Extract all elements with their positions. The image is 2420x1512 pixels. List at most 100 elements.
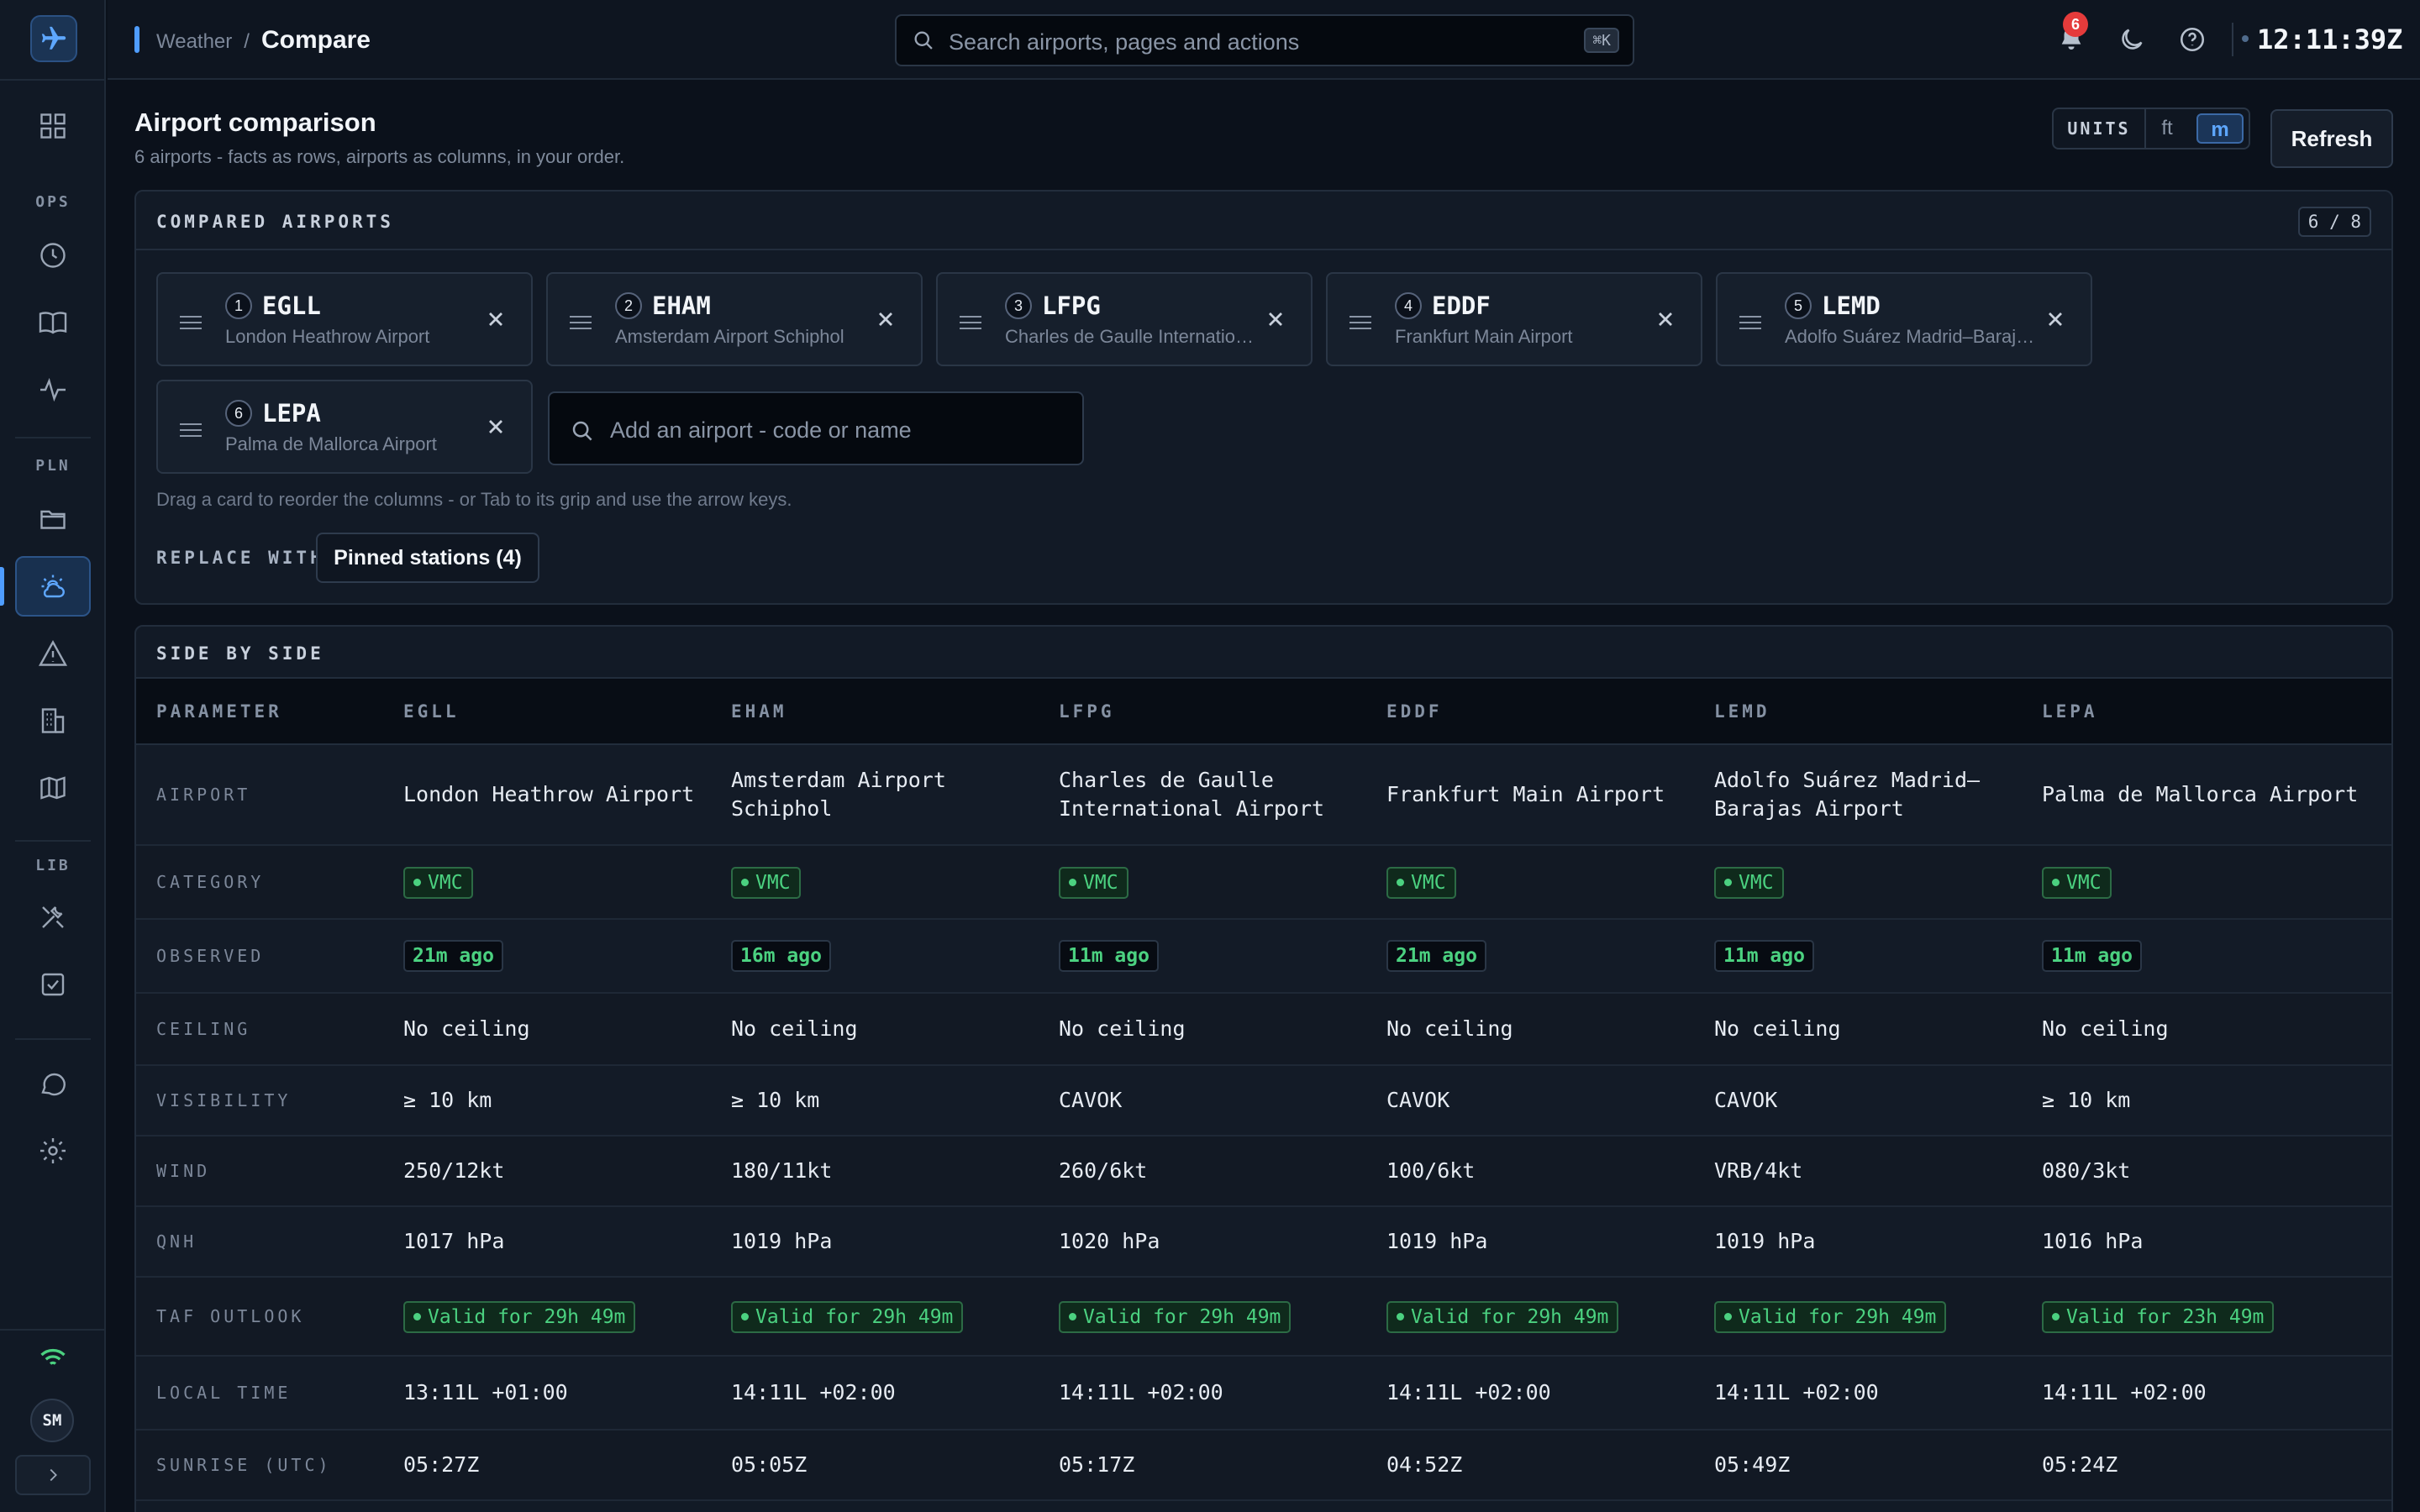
card-airport-code: LFPG [1042, 291, 1101, 320]
table-cell: Valid for 29h 49m [1386, 1277, 1714, 1356]
airport-card-lepa[interactable]: 6 LEPA Palma de Mallorca Airport [156, 380, 533, 474]
status-text: VMC [1083, 871, 1118, 894]
sidebar-divider [0, 79, 106, 81]
table-cell: 1019 hPa [1714, 1229, 1816, 1253]
remove-airport-close-icon[interactable] [2044, 307, 2067, 331]
table-cell: 080/3kt [2042, 1158, 2131, 1183]
sidebar-item-tools[interactable] [15, 887, 91, 948]
sidebar-item-history[interactable] [15, 225, 91, 286]
airport-card-lemd[interactable]: 5 LEMD Adolfo Suárez Madrid–Barajas Airpor… [1716, 272, 2092, 366]
drag-handle-icon[interactable] [180, 316, 202, 333]
user-avatar[interactable]: SM [30, 1399, 74, 1442]
drag-handle-icon[interactable] [1349, 316, 1371, 333]
status-dot [1397, 1313, 1404, 1321]
table-cell: Charles de Gaulle International Airport [1059, 768, 1325, 821]
table-row: AIRPORT London Heathrow Airport Amsterdam … [136, 744, 2391, 845]
refresh-button[interactable]: Refresh [2270, 109, 2393, 168]
units-option-ft[interactable]: ft [2161, 117, 2173, 139]
sidebar-item-settings[interactable] [15, 1121, 91, 1181]
drag-handle-icon[interactable] [570, 316, 592, 333]
table-cell: VMC [403, 845, 731, 919]
status-text: VMC [755, 871, 791, 894]
row-label: VISIBILITY [156, 1090, 292, 1110]
card-order-number: 2 [615, 292, 642, 319]
sidebar-item-facilities[interactable] [15, 690, 91, 751]
clock-icon [40, 243, 66, 268]
airport-card-eddf[interactable]: 4 EDDF Frankfurt Main Airport [1326, 272, 1702, 366]
status-badge: VMC [731, 866, 801, 899]
drag-handle-icon[interactable] [960, 316, 981, 333]
table-cell: 1020 hPa [1059, 1229, 1160, 1253]
table-cell: London Heathrow Airport [403, 782, 695, 806]
table-header-row: PARAMETER EGLL EHAM LFPG EDDF LEMD LEPA [136, 679, 2391, 744]
wifi-icon [40, 1348, 66, 1365]
card-airport-code: EDDF [1432, 291, 1491, 320]
sidebar-item-weather[interactable] [15, 556, 91, 617]
row-label: OBSERVED [156, 946, 265, 966]
pinned-stations-button[interactable]: Pinned stations (4) [316, 533, 539, 583]
remove-airport-close-icon[interactable] [484, 307, 508, 331]
remove-airport-close-icon[interactable] [874, 307, 897, 331]
sidebar-divider [0, 1329, 106, 1331]
sidebar-item-activity[interactable] [15, 360, 91, 420]
table-cell: 11m ago [2042, 919, 2391, 993]
table-cell: Amsterdam Airport Schiphol [731, 768, 946, 821]
theme-toggle-button[interactable] [2116, 24, 2148, 55]
table-row: VISIBILITY ≥ 10 km ≥ 10 km CAVOK CAVOK CAVOK ≥… [136, 1065, 2391, 1136]
observed-age-badge: 11m ago [1714, 940, 1814, 972]
remove-airport-close-icon[interactable] [484, 415, 508, 438]
drag-handle-icon[interactable] [180, 423, 202, 441]
cloud-sun-icon [41, 575, 65, 598]
sidebar-item-messages[interactable] [15, 1053, 91, 1114]
airport-card-lfpg[interactable]: 3 LFPG Charles de Gaulle International Air… [936, 272, 1313, 366]
drag-handle-icon[interactable] [1739, 316, 1761, 333]
status-text: Valid for 29h 49m [1411, 1305, 1609, 1328]
add-airport-input[interactable]: Add an airport - code or name [548, 391, 1084, 465]
table-cell: 1019 hPa [1386, 1229, 1488, 1253]
comparison-table: PARAMETER EGLL EHAM LFPG EDDF LEMD LEPA AIRPO… [136, 679, 2391, 1501]
airport-card-eham[interactable]: 2 EHAM Amsterdam Airport Schiphol [546, 272, 923, 366]
remove-airport-close-icon[interactable] [1264, 307, 1287, 331]
card-airport-code: EGLL [262, 291, 321, 320]
app-logo[interactable] [30, 15, 77, 62]
sidebar-item-library[interactable] [15, 292, 91, 353]
table-cell: VMC [1059, 845, 1386, 919]
units-option-m[interactable]: m [2196, 113, 2244, 144]
breadcrumb-separator: / [244, 30, 250, 53]
observed-age-badge: 21m ago [1386, 940, 1486, 972]
table-row: CEILING No ceiling No ceiling No ceiling No … [136, 993, 2391, 1065]
table-cell: Valid for 23h 49m [2042, 1277, 2391, 1356]
table-row: QNH 1017 hPa 1019 hPa 1020 hPa 1019 hPa 1019 … [136, 1206, 2391, 1277]
table-row: CATEGORY VMC VMC VMC VMC VMC VMC [136, 845, 2391, 919]
sidebar-item-folders[interactable] [15, 489, 91, 549]
table-cell: Frankfurt Main Airport [1386, 782, 1665, 806]
table-cell: Valid for 29h 49m [731, 1277, 1059, 1356]
row-label: LOCAL TIME [156, 1383, 292, 1403]
warning-icon [38, 640, 68, 666]
remove-airport-close-icon[interactable] [1654, 307, 1677, 331]
expand-sidebar-button[interactable] [15, 1455, 91, 1495]
table-cell: 05:05Z [731, 1452, 808, 1477]
help-button[interactable] [2176, 24, 2208, 55]
table-cell: No ceiling [403, 1016, 530, 1041]
sidebar-item-alerts[interactable] [15, 623, 91, 684]
airport-card-egll[interactable]: 1 EGLL London Heathrow Airport [156, 272, 533, 366]
clock-status-dot [2242, 35, 2249, 42]
breadcrumb-parent[interactable]: Weather [156, 30, 233, 53]
card-airport-code: EHAM [652, 291, 711, 320]
card-order-number: 4 [1395, 292, 1422, 319]
status-text: VMC [428, 871, 463, 894]
status-dot [2052, 1313, 2060, 1321]
row-label: TAF OUTLOOK [156, 1306, 305, 1326]
table-cell: 14:11L +02:00 [1386, 1380, 1551, 1404]
units-toggle: UNITS ft m [2052, 108, 2250, 150]
sidebar-item-map[interactable] [15, 758, 91, 818]
status-dot [1069, 1313, 1076, 1321]
sidebar-item-dashboard[interactable] [15, 96, 91, 156]
status-dot [1069, 879, 1076, 887]
global-search-input[interactable]: Search airports, pages and actions ⌘K [895, 14, 1634, 66]
sidebar-item-checklists[interactable] [15, 954, 91, 1015]
table-cell: ≥ 10 km [2042, 1088, 2131, 1112]
table-cell: Valid for 29h 49m [1059, 1277, 1386, 1356]
pulse-icon [40, 377, 66, 402]
